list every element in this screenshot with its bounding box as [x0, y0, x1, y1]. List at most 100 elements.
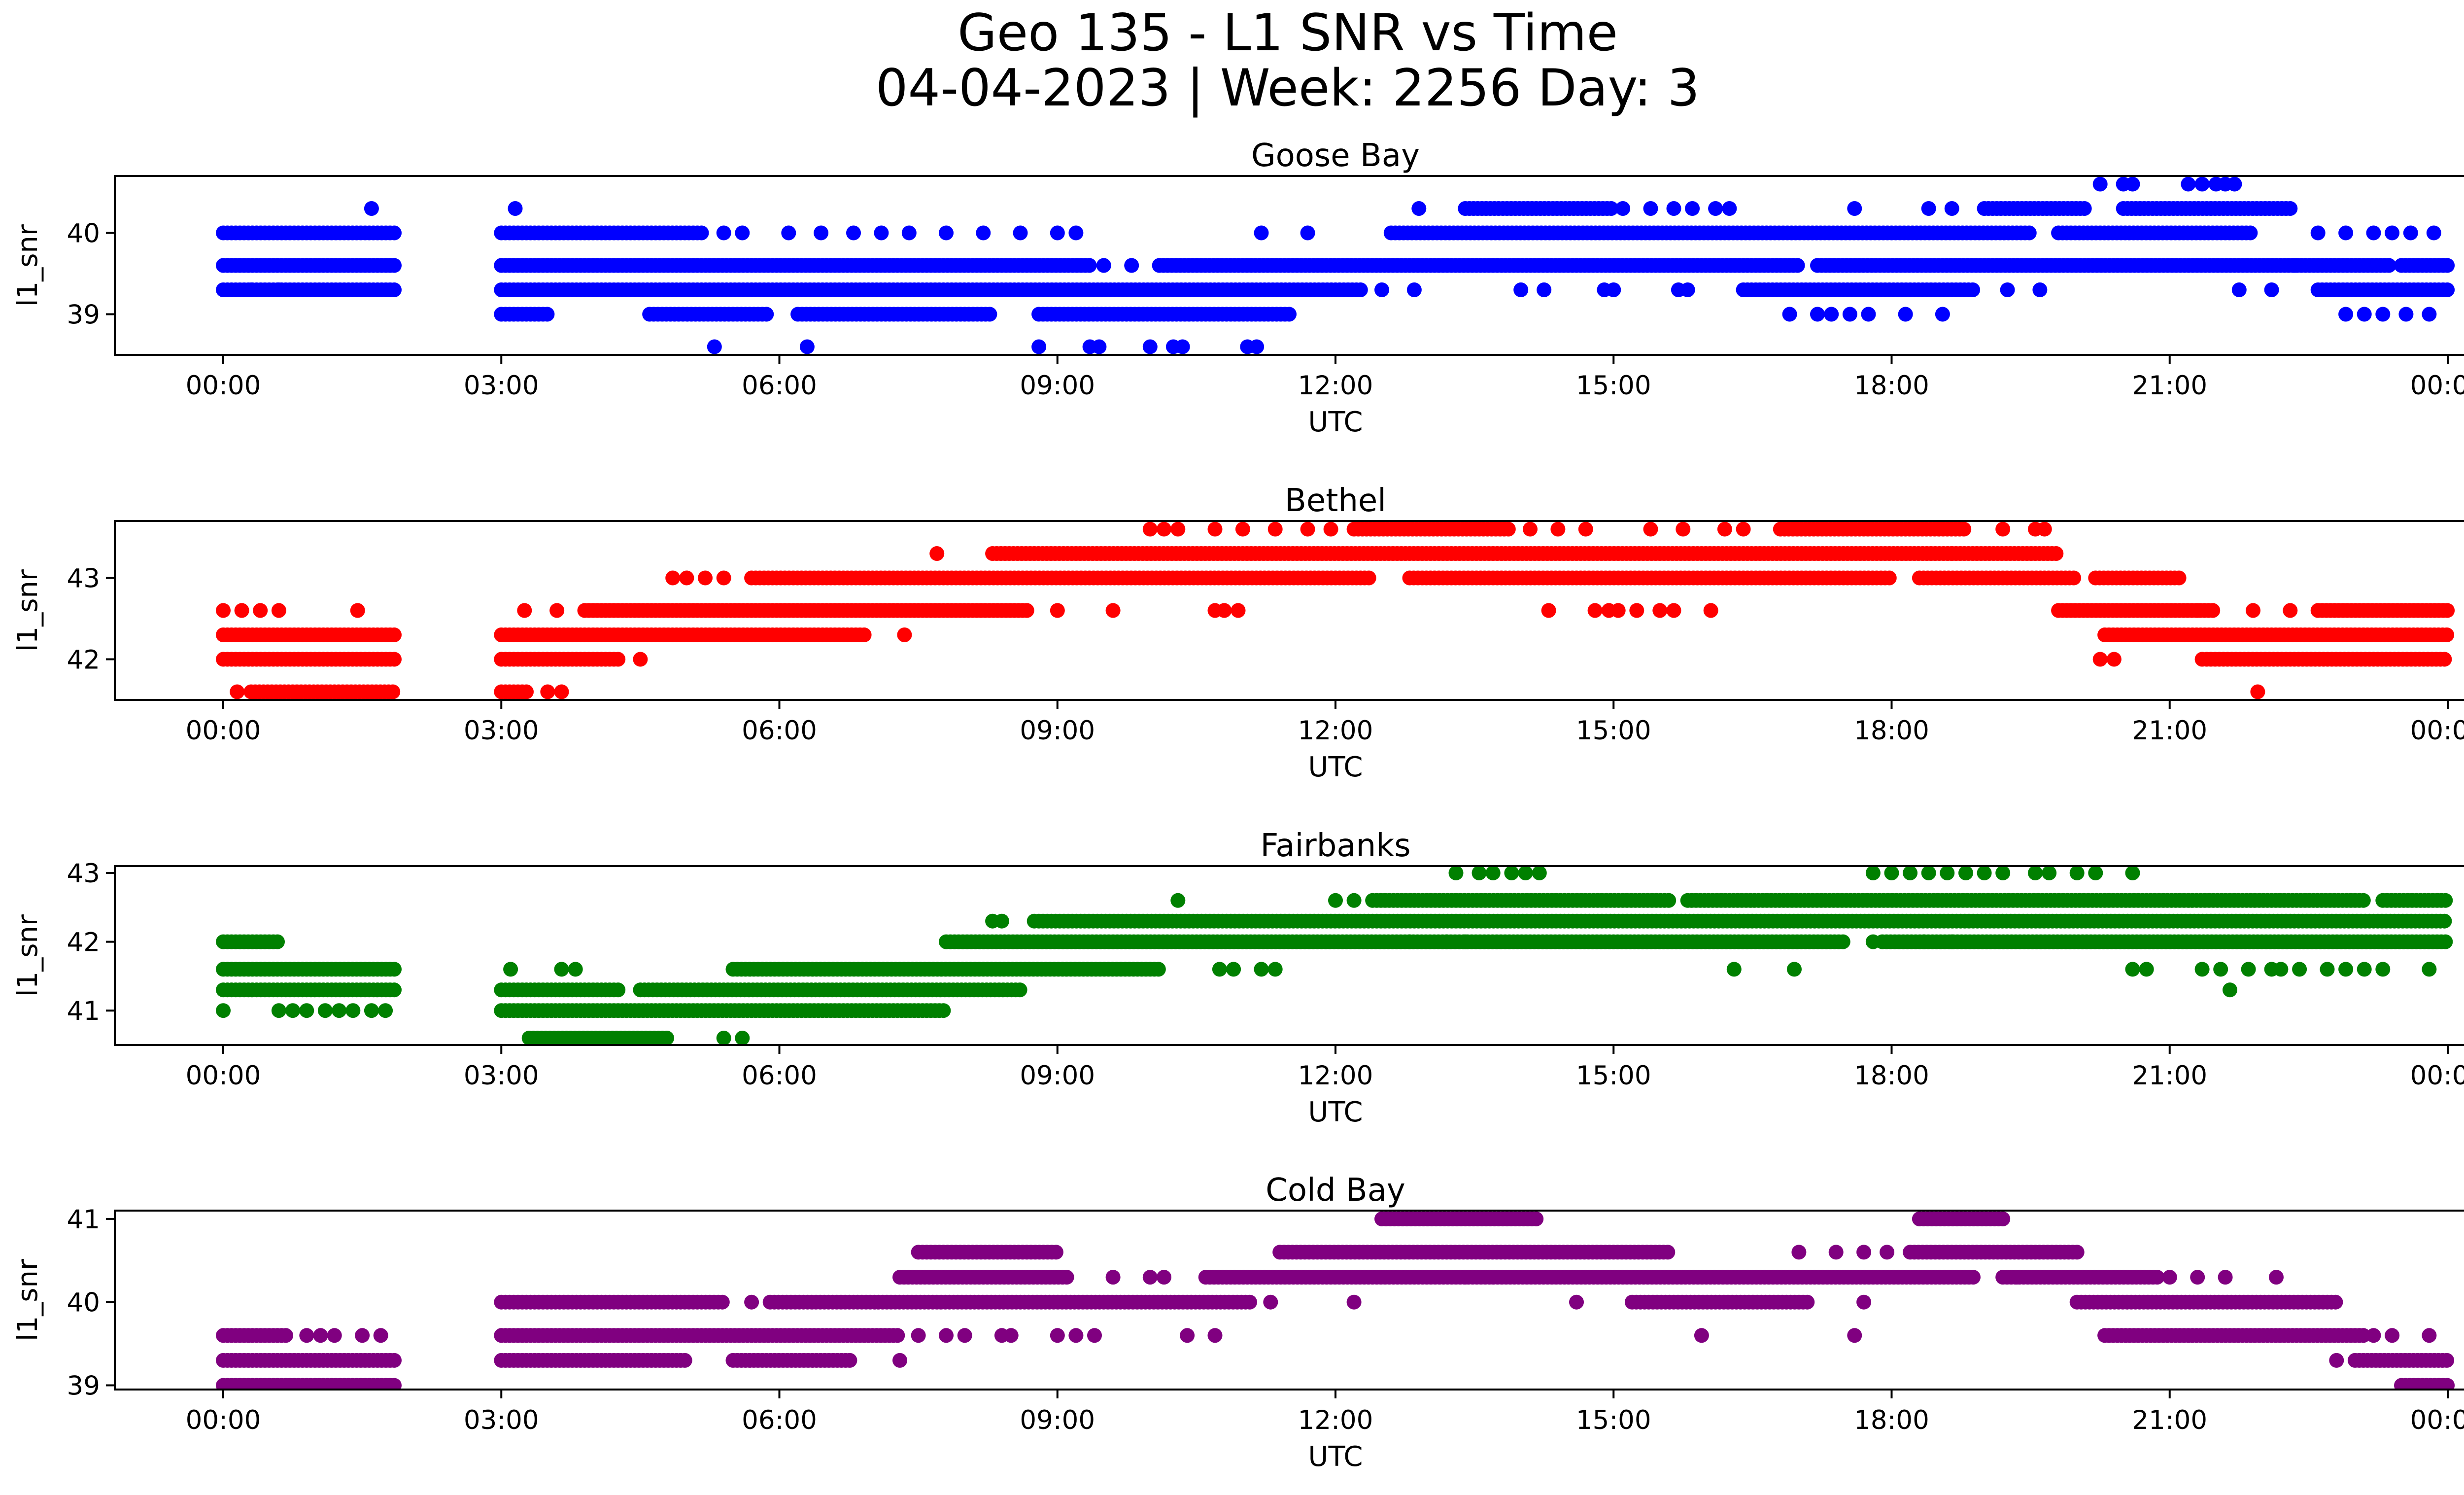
scatter-point: [1092, 339, 1107, 354]
y-tick-label: 39: [67, 300, 100, 330]
scatter-point: [2088, 866, 2103, 880]
x-tick-label: 09:00: [1020, 716, 1095, 746]
scatter-point: [1504, 866, 1519, 880]
scatter-point: [1124, 258, 1139, 273]
x-axis-label: UTC: [1308, 406, 1363, 438]
scatter-point: [1787, 962, 1802, 977]
scatter-point: [1013, 225, 1028, 241]
scatter-point: [2264, 282, 2279, 297]
scatter-point: [1847, 201, 1862, 216]
scatter-point: [1810, 307, 1825, 322]
scatter-point: [2437, 913, 2452, 929]
subplot-title: Bethel: [1285, 483, 1386, 519]
scatter-point: [2283, 603, 2298, 618]
scatter-point: [387, 962, 402, 977]
scatter-point: [2357, 962, 2372, 977]
scatter-point: [2000, 282, 2015, 297]
scatter-point: [253, 603, 268, 618]
x-tick-label: 21:00: [2132, 716, 2207, 746]
scatter-point: [897, 627, 912, 642]
scatter-point: [2440, 1378, 2455, 1390]
scatter-point: [2194, 176, 2210, 192]
scatter-point: [1231, 603, 1246, 618]
scatter-point: [2381, 258, 2396, 273]
scatter-point: [2125, 962, 2140, 977]
scatter-point: [2366, 225, 2381, 241]
scatter-point: [2310, 225, 2326, 241]
scatter-point: [216, 1003, 231, 1018]
x-tick-label: 15:00: [1576, 716, 1651, 746]
scatter-point: [1537, 282, 1552, 297]
scatter-point: [568, 962, 583, 977]
scatter-point: [735, 1031, 750, 1045]
scatter-point: [1944, 934, 1959, 949]
scatter-point: [2338, 962, 2354, 977]
scatter-point: [1921, 201, 1936, 216]
y-tick-label: 42: [67, 645, 100, 675]
scatter-point: [2356, 1328, 2371, 1343]
scatter-point: [2069, 866, 2085, 880]
scatter-point: [1448, 866, 1464, 880]
scatter-point: [2439, 627, 2455, 642]
scatter-point: [1374, 282, 1389, 297]
scatter-point: [1629, 603, 1644, 618]
scatter-point: [2223, 982, 2237, 998]
scatter-point: [1685, 201, 1700, 216]
scatter-point: [271, 1003, 286, 1018]
scatter-point: [659, 1031, 674, 1045]
scatter-point: [1861, 307, 1876, 322]
scatter-point: [1027, 913, 1042, 929]
scatter-point: [2375, 307, 2391, 322]
scatter-point: [1722, 201, 1737, 216]
x-tick-label: 00:00: [2410, 1061, 2464, 1091]
scatter-point: [387, 282, 402, 297]
y-tick-label: 43: [67, 859, 100, 889]
scatter-point: [1865, 934, 1881, 949]
scatter-point: [2125, 176, 2140, 192]
scatter-series: [216, 1211, 2455, 1390]
scatter-point: [735, 225, 750, 241]
x-axis-label: UTC: [1308, 751, 1363, 783]
scatter-point: [1300, 225, 1315, 241]
scatter-point: [1652, 603, 1668, 618]
scatter-point: [1019, 603, 1034, 618]
scatter-point: [1903, 866, 1918, 880]
x-axis-label: UTC: [1308, 1096, 1363, 1128]
scatter-point: [2283, 201, 2298, 216]
x-tick-label: 03:00: [464, 1061, 539, 1091]
scatter-point: [554, 684, 569, 699]
scatter-point: [1921, 866, 1936, 880]
x-tick-label: 00:00: [2410, 371, 2464, 401]
scatter-point: [1884, 866, 1899, 880]
scatter-point: [2250, 684, 2265, 699]
scatter-point: [677, 1353, 692, 1368]
y-tick-label: 40: [67, 219, 100, 249]
scatter-point: [2292, 962, 2307, 977]
scatter-point: [716, 225, 731, 241]
scatter-point: [508, 201, 523, 216]
scatter-point: [299, 1003, 314, 1018]
scatter-point: [842, 1353, 857, 1368]
scatter-point: [549, 603, 565, 618]
scatter-point: [503, 962, 518, 977]
scatter-point: [1800, 1294, 1815, 1310]
scatter-point: [1550, 522, 1566, 537]
scatter-point: [2422, 962, 2437, 977]
scatter-point: [2338, 307, 2354, 322]
subplot-title: Cold Bay: [1266, 1172, 1405, 1209]
scatter-point: [679, 570, 694, 586]
scatter-series: [216, 522, 2455, 699]
x-tick-label: 15:00: [1576, 1061, 1651, 1091]
scatter-point: [1267, 522, 1283, 537]
x-tick-label: 12:00: [1298, 1061, 1373, 1091]
scatter-point: [1151, 962, 1166, 977]
scatter-point: [1523, 522, 1538, 537]
scatter-point: [1235, 522, 1250, 537]
scatter-point: [1012, 982, 1027, 998]
scatter-point: [1995, 866, 2011, 880]
scatter-point: [856, 627, 872, 642]
scatter-point: [1782, 307, 1797, 322]
scatter-point: [1965, 282, 1981, 297]
